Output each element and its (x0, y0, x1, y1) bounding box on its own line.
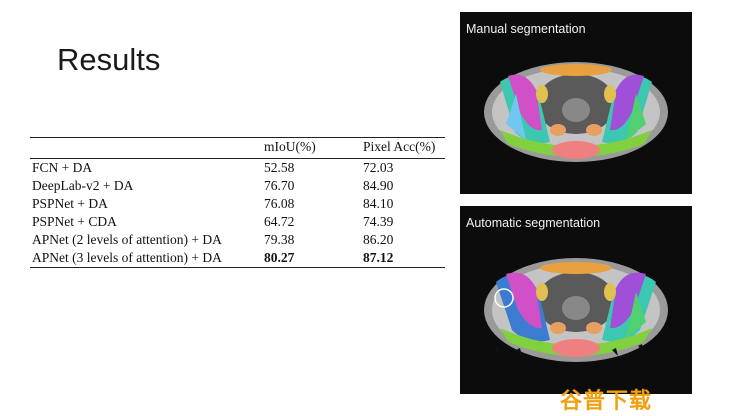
method-cell: DeepLab-v2 + DA (32, 178, 134, 193)
column-header-method (30, 138, 262, 159)
miou-cell: 76.70 (264, 178, 295, 193)
results-table: mIoU(%) Pixel Acc(%) FCN + DA 52.58 72.0… (30, 137, 445, 268)
miou-cell: 52.58 (264, 160, 295, 175)
watermark-logo: 谷普下载 (560, 389, 653, 414)
column-header-miou: mIoU(%) (264, 139, 316, 154)
pixel-acc-cell: 84.90 (363, 178, 394, 193)
miou-cell-best: 80.27 (264, 250, 295, 265)
column-header-pixel-acc: Pixel Acc(%) (363, 139, 436, 154)
pixel-acc-cell: 72.03 (363, 160, 394, 175)
automatic-segmentation-panel: Automatic segmentation (460, 206, 692, 394)
table-row: PSPNet + CDA 64.72 74.39 (30, 213, 445, 231)
table-row: DeepLab-v2 + DA 76.70 84.90 (30, 177, 445, 195)
method-cell: PSPNet + DA (32, 196, 108, 211)
manual-segmentation-image (484, 62, 668, 162)
slide-title: Results (57, 42, 161, 77)
pixel-acc-cell-best: 87.12 (363, 250, 394, 265)
miou-cell: 79.38 (264, 232, 295, 247)
method-cell: APNet (3 levels of attention) + DA (32, 250, 222, 265)
manual-segmentation-panel: Manual segmentation (460, 12, 692, 194)
table-header-row: mIoU(%) Pixel Acc(%) (30, 137, 445, 159)
table-row-best: APNet (3 levels of attention) + DA 80.27… (30, 249, 445, 268)
miou-cell: 64.72 (264, 214, 295, 229)
automatic-segmentation-image (484, 258, 668, 362)
panel-label-automatic: Automatic segmentation (466, 216, 601, 230)
miou-cell: 76.08 (264, 196, 295, 211)
pixel-acc-cell: 74.39 (363, 214, 394, 229)
method-cell: APNet (2 levels of attention) + DA (32, 232, 222, 247)
pixel-acc-cell: 86.20 (363, 232, 394, 247)
table-row: APNet (2 levels of attention) + DA 79.38… (30, 231, 445, 249)
table-row: FCN + DA 52.58 72.03 (30, 159, 445, 178)
panel-label-manual: Manual segmentation (466, 22, 586, 36)
table-row: PSPNet + DA 76.08 84.10 (30, 195, 445, 213)
method-cell: PSPNet + CDA (32, 214, 117, 229)
method-cell: FCN + DA (32, 160, 93, 175)
pixel-acc-cell: 84.10 (363, 196, 394, 211)
